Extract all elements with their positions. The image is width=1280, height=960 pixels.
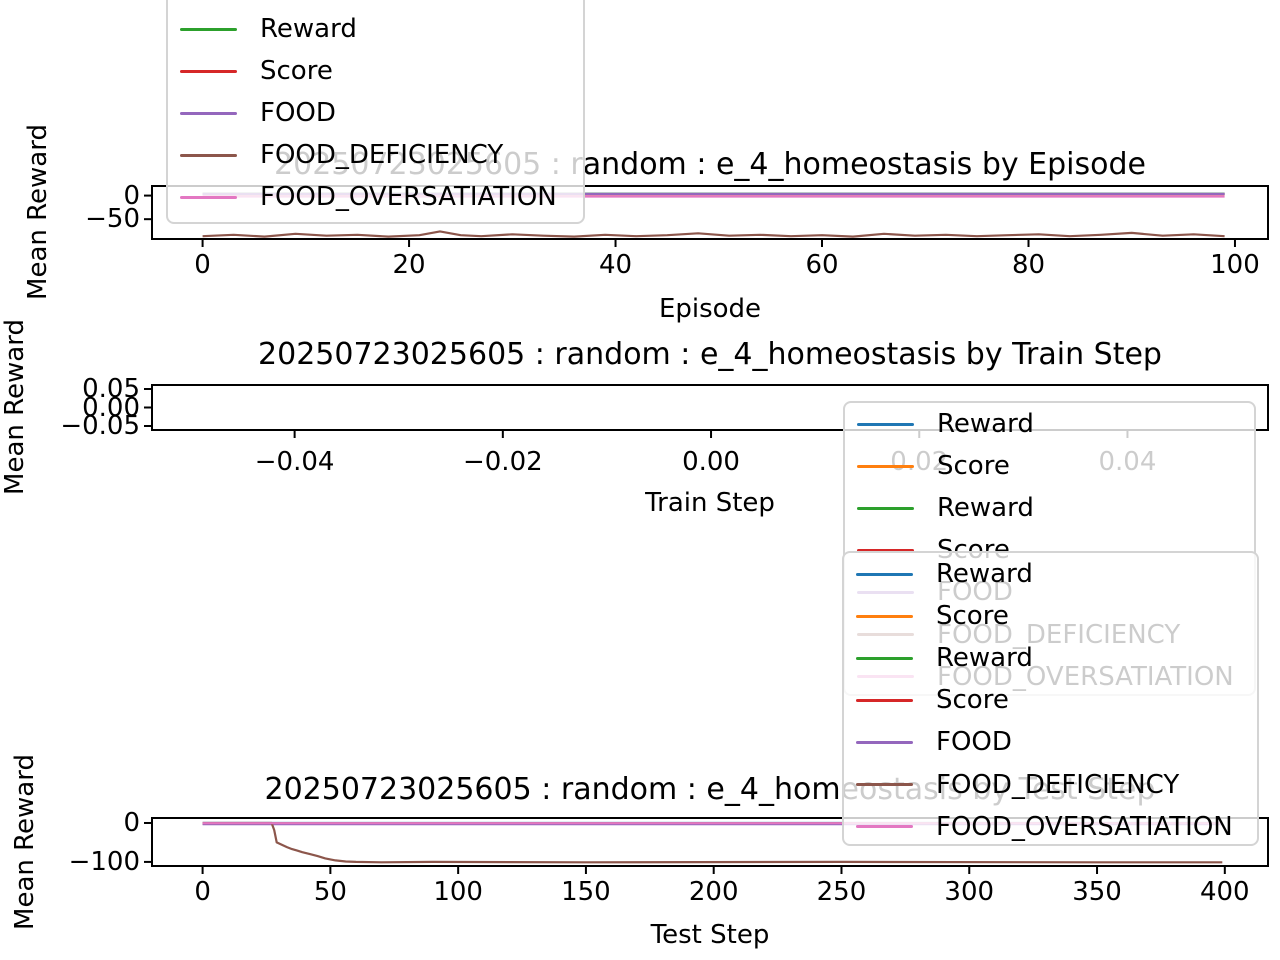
legend-line-swatch [856, 825, 913, 829]
x-tick-label: 20 [392, 250, 426, 280]
x-tick-label: 150 [561, 877, 611, 907]
y-tick-label: 0.05 [82, 373, 140, 404]
legend-entry-label: Reward [937, 493, 1034, 524]
legend-line-swatch [857, 506, 914, 510]
legend-entry-label: Reward [936, 559, 1033, 590]
x-tick-label: 100 [433, 877, 483, 907]
x-tick-label: 400 [1199, 877, 1250, 907]
legend-episode: Reward Score FOOD FOOD_DEFICIENCY FOOD_OVERS… [166, 0, 585, 224]
y-tick-label: −100 [68, 846, 140, 877]
legend-entry: Reward [844, 553, 1257, 595]
x-axis-label-test-step: Test Step [650, 920, 770, 950]
legend-line-swatch [857, 548, 914, 552]
legend-entry-label: Reward [260, 14, 357, 44]
legend-entry-label: Score [937, 451, 1010, 482]
legend-entry: Reward [845, 487, 1254, 529]
legend-line-swatch [856, 740, 913, 744]
x-axis-label-episode: Episode [658, 294, 762, 324]
x-tick-label: 200 [688, 877, 739, 907]
y-tick-label: −0.05 [60, 411, 140, 441]
legend-entry: Score [844, 679, 1257, 721]
legend-entry-label: FOOD_DEFICIENCY [260, 140, 504, 170]
legend-entry: Reward [845, 403, 1254, 445]
legend-entry-label: FOOD_OVERSATIATION [936, 811, 1233, 842]
legend-line-swatch [180, 153, 237, 157]
legend-entry-label: Score [260, 56, 333, 86]
legend-entry-label: FOOD_OVERSATIATION [260, 182, 557, 212]
axes-spines [151, 185, 1269, 240]
x-tick-label: 60 [805, 250, 839, 280]
x-tick-label: 0 [194, 250, 211, 280]
x-tick-label: 0 [194, 877, 211, 907]
legend-line-swatch [180, 111, 237, 115]
legend-entry: FOOD_OVERSATIATION [844, 806, 1257, 848]
y-tick-label: 0 [123, 180, 140, 211]
legend-entry: Reward [168, 8, 583, 50]
y-tick-label: 0 [123, 807, 140, 838]
y-tick-label: 0.00 [82, 392, 140, 423]
legend-line-swatch [180, 27, 237, 31]
legend-entry: Reward [844, 637, 1257, 679]
legend-entry-label: FOOD [260, 98, 336, 128]
legend-entry-label: Score [936, 685, 1009, 716]
x-tick-label: 100 [1210, 250, 1260, 280]
legend-line-swatch [856, 656, 913, 660]
legend-line-swatch [856, 698, 913, 702]
legend-line-swatch [857, 422, 914, 426]
x-tick-label: 350 [1072, 877, 1122, 907]
legend-entry: FOOD_OVERSATIATION [168, 176, 583, 218]
legend-line-swatch [856, 783, 913, 787]
legend-test-step: Reward Score Reward Score FOOD FOOD_DEFICIENC… [842, 551, 1259, 846]
x-tick-label: 300 [944, 877, 995, 907]
legend-entry-label: Reward [937, 409, 1034, 440]
x-axis-label-train-step: Train Step [645, 488, 775, 518]
x-tick-label: 0.00 [682, 447, 740, 477]
legend-line-swatch [857, 464, 914, 468]
series-line-food-deficiency [202, 230, 1225, 238]
x-tick-label: −0.02 [462, 447, 543, 477]
legend-line-swatch [856, 572, 913, 576]
legend-entry: FOOD_DEFICIENCY [844, 763, 1257, 805]
x-tick-label: 50 [313, 877, 347, 907]
legend-line-swatch [180, 195, 237, 199]
legend-entry: Score [168, 50, 583, 92]
x-tick-label: 40 [598, 250, 633, 280]
x-tick-label: 80 [1011, 250, 1046, 280]
chart-title-train-step: 20250723025605 : random : e_4_homeostasi… [258, 337, 1162, 372]
axes-spines [151, 817, 1269, 867]
y-axis-label-test-step: Mean Reward [10, 754, 40, 930]
legend-entry: FOOD [844, 721, 1257, 763]
legend-entry-label: FOOD_DEFICIENCY [936, 769, 1180, 800]
legend-entry: Score [844, 595, 1257, 637]
x-tick-label: −0.04 [254, 447, 335, 477]
legend-entry: Score [845, 445, 1254, 487]
legend-line-swatch [856, 614, 913, 618]
plot-train-step [144, 384, 1269, 438]
legend-entry-label: Reward [936, 643, 1033, 674]
legend-entry: FOOD [168, 92, 583, 134]
legend-entry: FOOD_DEFICIENCY [168, 134, 583, 176]
legend-entry-label: FOOD [936, 727, 1012, 758]
series-line-food-deficiency [202, 821, 1223, 864]
x-tick-label: 250 [816, 877, 867, 907]
legend-line-swatch [180, 69, 237, 73]
legend-entry-label: Score [936, 601, 1009, 632]
y-tick-label: −50 [85, 204, 140, 235]
